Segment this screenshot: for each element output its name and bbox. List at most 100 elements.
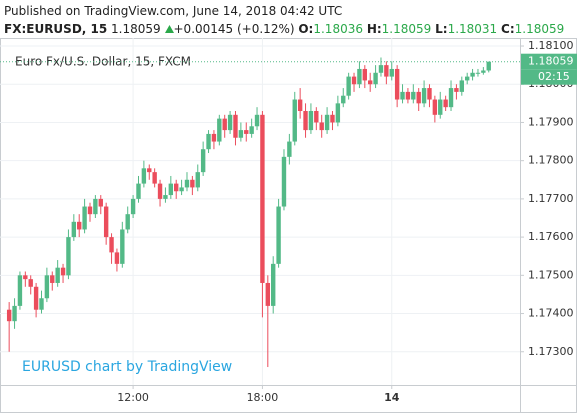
candle-body	[55, 267, 60, 283]
candle-body	[60, 267, 66, 276]
candle-body	[93, 198, 98, 215]
last-price-label: 1.18059	[528, 55, 574, 68]
candle-body	[475, 72, 481, 74]
y-tick-label: 1.17300	[528, 345, 574, 358]
countdown-label: 02:15	[538, 70, 570, 83]
candle-body	[77, 221, 82, 230]
candle-body	[163, 195, 168, 199]
y-tick-label: 1.17700	[528, 192, 574, 205]
candle-body	[400, 91, 405, 100]
candle-body	[82, 206, 87, 230]
candle-body	[486, 61, 491, 71]
candle-body	[276, 206, 281, 264]
candle-body	[233, 114, 238, 138]
candle-body	[254, 114, 260, 127]
candle-body	[249, 126, 254, 134]
candle-body	[281, 156, 287, 207]
price: 1.18059	[111, 22, 161, 36]
candle-body	[211, 133, 217, 142]
candle-body	[71, 221, 77, 238]
candle-body	[125, 214, 130, 230]
candle-body	[448, 88, 454, 108]
x-tick-label: 12:00	[117, 391, 149, 404]
candle-body	[389, 68, 394, 77]
candle-body	[394, 68, 400, 100]
candle-body	[319, 122, 324, 131]
candle-body	[454, 88, 459, 92]
candle-body	[87, 206, 93, 215]
candle-body	[421, 88, 427, 104]
candle-body	[427, 88, 432, 100]
candle-body	[260, 114, 265, 283]
x-tick-label: 14	[384, 391, 400, 404]
candle-body	[357, 68, 362, 85]
candle-body	[227, 114, 233, 131]
candle-body	[308, 110, 314, 131]
candle-body	[114, 252, 120, 264]
candle-body	[190, 179, 195, 188]
candle-body	[33, 286, 39, 310]
candle-body	[136, 183, 141, 199]
candle-body	[335, 103, 341, 123]
candle-body	[297, 99, 303, 111]
ohlc-value: 1.18036	[313, 22, 363, 36]
ohlc-label: O:	[298, 22, 314, 36]
symbol: FX:EURUSD, 15	[4, 22, 108, 36]
x-tick-label: 18:00	[247, 391, 279, 404]
candle-body	[238, 130, 244, 138]
ohlc-label: L:	[435, 22, 448, 36]
candle-body	[6, 309, 12, 322]
y-tick-label: 1.17600	[528, 230, 574, 243]
candle-body	[168, 183, 174, 196]
candle-body	[195, 172, 200, 188]
candle-body	[416, 91, 421, 104]
candle-body	[28, 279, 33, 287]
candle-body	[411, 91, 416, 100]
candle-body	[324, 114, 330, 131]
symbol-line: FX:EURUSD, 15 1.18059 +0.00145 (+0.12%) …	[4, 22, 564, 36]
candle-body	[174, 183, 179, 192]
candle-body	[50, 275, 55, 283]
y-tick-label: 1.17400	[528, 307, 574, 320]
change: +0.00145 (+0.12%)	[173, 22, 295, 36]
ohlc-value: 1.18059	[381, 22, 432, 36]
candle-body	[39, 298, 44, 310]
candle-body	[367, 80, 373, 85]
candle-body	[481, 70, 486, 73]
candle-body	[464, 76, 470, 81]
candle-body	[314, 110, 319, 123]
y-tick-label: 1.17500	[528, 268, 574, 281]
up-arrow	[164, 25, 174, 33]
candle-body	[405, 91, 411, 100]
candle-body	[459, 80, 465, 92]
candle-body	[222, 118, 227, 131]
candle-body	[120, 229, 125, 264]
candle-body	[438, 99, 443, 115]
candle-body	[362, 68, 368, 81]
candle-body	[206, 133, 211, 150]
candle-body	[152, 172, 157, 184]
candle-body	[271, 263, 276, 306]
candle-body	[23, 275, 28, 280]
candle-body	[378, 65, 384, 73]
candle-body	[66, 237, 71, 276]
candle-body	[373, 72, 378, 85]
candle-body	[179, 187, 184, 192]
candle-body	[12, 305, 17, 322]
ohlc-value: 1.18059	[514, 22, 565, 36]
frame	[0, 38, 577, 413]
y-tick-label: 1.18100	[528, 39, 574, 52]
candle-body	[244, 130, 249, 134]
countdown-badge	[521, 69, 577, 85]
candle-body	[351, 76, 357, 85]
candle-body	[432, 99, 438, 115]
candle-body	[157, 183, 163, 199]
candle-body	[265, 282, 271, 306]
candle-body	[443, 99, 448, 108]
candle-body	[141, 168, 147, 184]
candle-body	[147, 168, 152, 173]
candle-body	[292, 99, 297, 142]
ohlc-value: 1.18031	[447, 22, 498, 36]
